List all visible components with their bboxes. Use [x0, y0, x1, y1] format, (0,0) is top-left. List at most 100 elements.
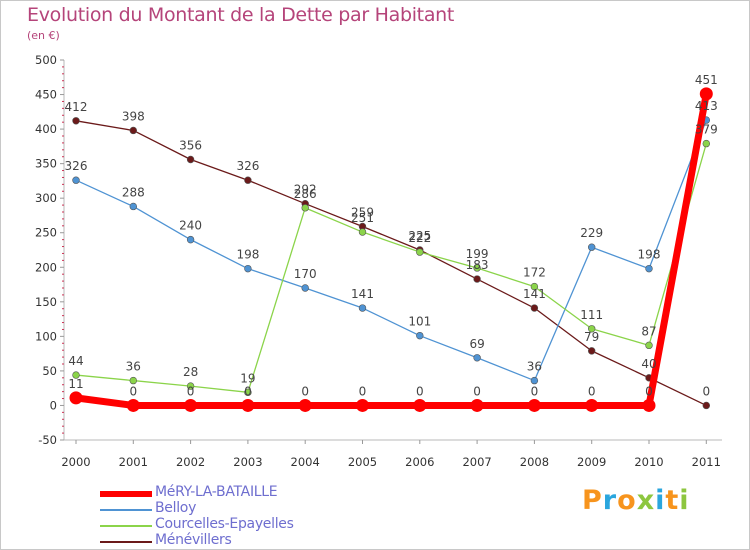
data-label: 0 — [416, 384, 424, 398]
data-point — [129, 126, 138, 135]
data-label: 398 — [122, 109, 145, 123]
y-tick-label: 0 — [50, 398, 57, 412]
data-label: 251 — [351, 211, 374, 225]
data-label: 0 — [645, 384, 653, 398]
logo-letter: x — [636, 485, 656, 516]
data-label: 36 — [126, 360, 141, 374]
data-label: 451 — [695, 73, 718, 87]
data-label: 172 — [523, 266, 546, 280]
data-label: 40 — [641, 357, 656, 371]
x-tick-label: 2004 — [291, 455, 320, 469]
data-label: 87 — [641, 324, 656, 338]
y-tick-label: 50 — [42, 364, 57, 378]
data-label: 0 — [244, 384, 252, 398]
legend-swatch — [100, 541, 152, 543]
data-point — [184, 398, 198, 412]
data-label: 225 — [408, 229, 431, 243]
chart-title: Evolution du Montant de la Dette par Hab… — [27, 4, 455, 26]
data-point — [358, 228, 367, 236]
data-point — [587, 243, 596, 251]
data-point — [186, 235, 195, 244]
x-tick-label: 2003 — [233, 455, 262, 469]
data-label: 141 — [351, 287, 374, 301]
y-tick-label: 200 — [35, 260, 57, 274]
data-label: 0 — [531, 384, 539, 398]
legend-item: Courcelles-Epayelles — [100, 516, 340, 532]
data-label: 183 — [466, 258, 489, 272]
x-tick-label: 2001 — [119, 455, 148, 469]
data-point — [129, 376, 138, 385]
data-point — [244, 264, 252, 273]
series-line — [75, 119, 707, 382]
data-label: 69 — [469, 337, 484, 351]
data-point — [241, 398, 255, 412]
data-point — [129, 202, 138, 211]
x-tick-label: 2010 — [634, 455, 663, 469]
data-label: 326 — [236, 159, 259, 173]
data-point — [473, 354, 481, 362]
data-point — [530, 376, 539, 385]
legend-label: Ménévillers — [155, 532, 232, 548]
data-label: 0 — [301, 384, 309, 398]
x-tick-label: 2005 — [348, 455, 377, 469]
y-tick-label: 350 — [35, 157, 57, 171]
data-label: 0 — [588, 384, 596, 398]
data-point — [358, 304, 367, 312]
series-line — [75, 142, 707, 393]
data-point — [186, 382, 195, 390]
data-label: 259 — [351, 206, 374, 220]
x-tick-label: 2009 — [577, 455, 606, 469]
data-point — [301, 284, 309, 292]
data-label: 288 — [122, 185, 145, 199]
data-label: 0 — [473, 384, 481, 398]
data-point — [702, 139, 710, 148]
data-label: 111 — [580, 308, 603, 322]
data-point — [702, 401, 710, 410]
series-layer — [69, 87, 713, 412]
legend-swatch — [100, 491, 152, 497]
data-label: 101 — [408, 315, 431, 329]
legend-label: Belloy — [155, 500, 197, 516]
logo-letter: t — [665, 485, 680, 516]
data-point — [530, 282, 539, 291]
y-tick-label: 500 — [35, 53, 57, 67]
y-tick-label: 100 — [35, 329, 57, 343]
data-point — [587, 325, 596, 333]
y-tick-label: 400 — [35, 122, 57, 136]
legend-label: Courcelles-Epayelles — [155, 516, 294, 532]
y-tick-label: 250 — [35, 226, 57, 240]
logo-letter: r — [602, 485, 618, 516]
legend-item: Belloy — [100, 500, 340, 516]
data-point — [645, 264, 653, 273]
data-label: 141 — [523, 287, 546, 301]
data-label: 292 — [294, 183, 317, 197]
data-point — [645, 341, 653, 350]
data-point — [416, 248, 424, 256]
data-point — [473, 275, 481, 283]
data-label: 229 — [580, 226, 603, 240]
y-tick-label: 300 — [35, 191, 57, 205]
data-label: 198 — [236, 248, 259, 262]
data-label: 286 — [294, 187, 317, 201]
data-label: 0 — [187, 384, 195, 398]
data-label: 11 — [68, 377, 83, 391]
legend: MéRY-LA-BATAILLE Belloy Courcelles-Epaye… — [100, 484, 340, 548]
data-label: 0 — [702, 384, 710, 398]
legend-item: MéRY-LA-BATAILLE — [100, 484, 340, 500]
data-point — [126, 398, 140, 412]
legend-item: Ménévillers — [100, 532, 340, 548]
series-line — [72, 90, 710, 409]
y-tick-label: 450 — [35, 88, 57, 102]
data-point — [72, 371, 80, 379]
y-tick-label: 150 — [35, 295, 57, 309]
x-tick-label: 2000 — [61, 455, 90, 469]
data-point — [473, 264, 481, 272]
data-point — [699, 87, 713, 101]
data-label: 222 — [408, 231, 431, 245]
data-labels-layer: 412 398 356 326 292 259 225 183 141 79 40 0 326 288 24… — [65, 73, 718, 399]
x-tick-label: 2002 — [176, 455, 205, 469]
y-tick-label: -50 — [38, 433, 57, 447]
data-point — [72, 176, 80, 184]
